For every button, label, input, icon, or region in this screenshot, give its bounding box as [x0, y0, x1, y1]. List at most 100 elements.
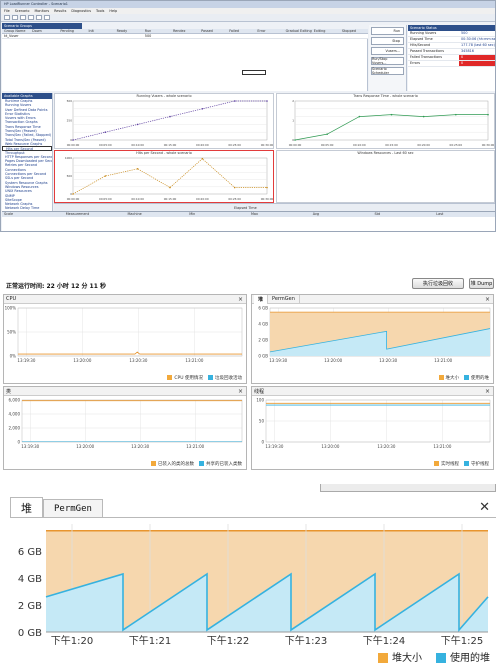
- graph-tree-item[interactable]: UNIX Resources: [5, 189, 32, 194]
- graph-tree-item[interactable]: Hits per Second: [2, 146, 52, 151]
- graph-tree-item[interactable]: Windows Resources: [5, 184, 39, 189]
- column-header[interactable]: Passed: [201, 29, 213, 33]
- graph-tree-item[interactable]: Connections: [5, 167, 26, 172]
- y-tick-label: 4 GB: [258, 322, 268, 327]
- hits-per-second-chart[interactable]: Hits per Second - whole scenario 00:00:0…: [54, 150, 274, 203]
- column-header[interactable]: Ready: [116, 29, 128, 33]
- tab-heap[interactable]: 堆: [10, 497, 43, 517]
- close-icon[interactable]: ✕: [479, 500, 490, 515]
- column-header[interactable]: Pending: [60, 29, 74, 33]
- close-icon[interactable]: ×: [237, 388, 243, 395]
- save-icon[interactable]: [20, 15, 26, 20]
- column-header[interactable]: Machine: [127, 212, 142, 216]
- scenario-button[interactable]: Run: [371, 27, 404, 35]
- graph-tree-item[interactable]: SiteScope: [5, 197, 22, 202]
- graph-tree-item[interactable]: Trans Response Time: [5, 124, 41, 129]
- scenario-grid-row[interactable]: kt_Vuser 500: [2, 34, 368, 39]
- column-header[interactable]: Init: [88, 29, 94, 33]
- menu-item[interactable]: Monitors: [34, 9, 50, 13]
- selected-cell[interactable]: [242, 70, 266, 75]
- menu-item[interactable]: Diagnostics: [71, 9, 92, 13]
- menu-item[interactable]: Tools: [96, 9, 105, 13]
- column-header[interactable]: Measurement: [65, 212, 90, 216]
- graph-tree-item[interactable]: Retries per Second: [5, 163, 38, 168]
- threads-legend: 实时线程 守护线程: [434, 461, 489, 467]
- x-axis-label-text: Elapsed Time: [234, 206, 257, 210]
- scenario-button[interactable]: Vusers...: [371, 47, 404, 55]
- scenario-button[interactable]: Run/Stop Vusers...: [371, 57, 404, 65]
- graph-tree-item[interactable]: Connections per Second: [5, 172, 47, 177]
- status-value: 0: [459, 55, 495, 60]
- windows-resources-chart[interactable]: Windows Resources - Last 60 sec: [276, 150, 495, 203]
- legend-item: 堆大小: [438, 375, 459, 381]
- graph-tree-item[interactable]: User Defined Data Points: [5, 107, 48, 112]
- stop-icon[interactable]: [36, 15, 42, 20]
- new-icon[interactable]: [4, 15, 10, 20]
- graph-tree-item[interactable]: Vusers with Errors: [5, 116, 36, 121]
- x-tick-label: 13:21:00: [186, 444, 204, 449]
- graph-tree-item[interactable]: Runtime Graphs: [5, 99, 33, 103]
- scenario-button[interactable]: Stop: [371, 37, 404, 45]
- graph-tree-item[interactable]: Trans/Sec (Failed, Stopped): [5, 133, 52, 138]
- close-icon[interactable]: ×: [484, 296, 490, 303]
- x-tick-label: 下午1:24: [363, 634, 405, 647]
- column-header[interactable]: Gradual Exiting: [285, 29, 312, 33]
- reset-icon[interactable]: [44, 15, 50, 20]
- legend-item: 使用的堆: [436, 649, 490, 664]
- column-header[interactable]: Avg: [312, 212, 320, 216]
- data-point: [266, 100, 268, 102]
- x-tick-label: 13:20:00: [321, 444, 339, 449]
- graph-tree-item[interactable]: Total Trans/Sec (Passed): [5, 137, 46, 142]
- column-header[interactable]: Scale: [4, 212, 14, 216]
- graph-tree-item[interactable]: System Resource Graphs: [5, 180, 48, 185]
- x-tick-label: 00:15:00: [164, 197, 177, 201]
- y-tick-label: 500: [67, 174, 73, 178]
- graph-tree-item[interactable]: Throughput: [5, 150, 25, 155]
- running-vusers-plot: 00:00:00 00:05:00 00:10:00 00:15:00 00:20:00…: [67, 99, 274, 147]
- trans-response-chart[interactable]: Trans Response Time - whole scenario 00:…: [276, 93, 495, 149]
- column-header[interactable]: Error: [257, 29, 266, 33]
- column-header[interactable]: Std: [374, 212, 381, 216]
- graph-tree-item[interactable]: SNMP: [5, 193, 15, 198]
- run-icon[interactable]: [28, 15, 34, 20]
- open-icon[interactable]: [12, 15, 18, 20]
- close-icon[interactable]: ×: [484, 388, 490, 395]
- column-header[interactable]: Stopped: [341, 29, 356, 33]
- classes-legend: 已装入的类的总数 共享的已装入类数: [151, 461, 242, 467]
- column-header[interactable]: Run: [144, 29, 152, 33]
- menu-item[interactable]: Help: [109, 9, 118, 13]
- column-header[interactable]: Failed: [229, 29, 240, 33]
- column-header[interactable]: Down: [32, 29, 42, 33]
- running-vusers-chart[interactable]: Running Vusers - whole scenario 00:00:00…: [54, 93, 274, 149]
- column-header[interactable]: Exiting: [313, 29, 326, 33]
- column-header[interactable]: Rendez: [172, 29, 186, 33]
- column-header[interactable]: Last: [436, 212, 444, 216]
- graph-tree-item[interactable]: Network Delay Time: [5, 206, 40, 211]
- graph-tree-item[interactable]: Web Resource Graphs: [5, 141, 43, 146]
- graph-tree-item[interactable]: HTTP Responses per Second: [5, 154, 53, 159]
- column-header[interactable]: Min: [189, 212, 196, 216]
- graph-tree-item[interactable]: Trans/Sec (Passed): [5, 129, 37, 134]
- menu-item[interactable]: Scenario: [14, 9, 30, 13]
- threads-plot: 100 50 013:19:30 13:20:00 13:20:30 13:21:00: [256, 398, 491, 449]
- menu-item[interactable]: Results: [54, 9, 67, 13]
- graph-tree-item[interactable]: Network Graphs: [5, 202, 33, 207]
- close-icon[interactable]: ×: [237, 296, 243, 303]
- tab-permgen[interactable]: PermGen: [268, 294, 300, 304]
- used-heap-line: [269, 328, 491, 353]
- column-header[interactable]: Group Name: [4, 29, 26, 33]
- tab-heap[interactable]: 堆: [254, 294, 269, 304]
- column-header[interactable]: Max: [251, 212, 259, 216]
- x-tick-label: 13:19:30: [21, 444, 39, 449]
- tab-permgen[interactable]: PermGen: [43, 499, 103, 517]
- graph-tree-item[interactable]: Running Vusers: [5, 103, 32, 108]
- graph-tree-item[interactable]: Error Statistics: [5, 111, 30, 116]
- gc-button[interactable]: 执行垃圾回收: [412, 278, 464, 289]
- graph-tree-item[interactable]: Transaction Graphs: [5, 120, 38, 125]
- graph-tree-item[interactable]: SSLs per Second: [5, 176, 34, 181]
- heap-dump-button[interactable]: 堆 Dump: [469, 278, 494, 289]
- menu-item[interactable]: File: [4, 9, 10, 13]
- scenario-button[interactable]: Scenario Scheduler: [371, 67, 404, 75]
- window-edge: [320, 484, 496, 492]
- graph-tree-item[interactable]: Pages Downloaded per Second: [5, 159, 53, 164]
